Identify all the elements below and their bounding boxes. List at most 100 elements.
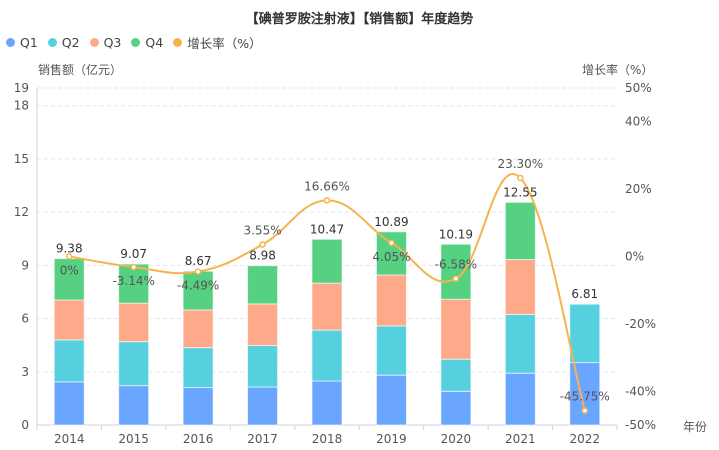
x-tick-label: 2021 (505, 432, 536, 446)
bar-segment-q2 (569, 303, 601, 364)
bar-segment-q3 (53, 299, 85, 341)
bar-segment-q1 (118, 385, 150, 426)
legend-dot-icon (89, 38, 99, 47)
total-label: 8.98 (249, 249, 276, 263)
bar-segment-q1 (569, 362, 601, 426)
growth-label: -4.49% (177, 279, 219, 293)
legend-item-q1[interactable]: Q1 (6, 33, 38, 52)
x-tick-label: 2022 (570, 432, 601, 446)
bar-segment-q3 (440, 298, 472, 360)
bar-segment-q2 (53, 339, 85, 383)
bar-segment-q4 (375, 231, 407, 276)
growth-point (452, 275, 460, 282)
bar-segment-q1 (504, 372, 536, 426)
x-tick-label: 2017 (247, 432, 278, 446)
bar-segment-q2 (504, 313, 536, 374)
bar-segment-q1 (182, 387, 214, 426)
legend-dot-icon (47, 38, 57, 47)
growth-label: 3.55% (243, 224, 281, 238)
y2-axis-title: 增长率（%） (582, 63, 654, 77)
y-tick-label: 9 (21, 258, 29, 272)
growth-label: 16.66% (304, 179, 350, 193)
legend-label: Q2 (61, 35, 80, 50)
y-tick-label: 6 (21, 312, 29, 326)
y2-tick-label: 50% (625, 81, 652, 95)
bar-segment-q3 (311, 282, 343, 331)
bar-segment-q4 (118, 263, 150, 304)
bar-segment-q4 (53, 258, 85, 301)
x-tick-label: 2016 (183, 432, 214, 446)
growth-point (517, 174, 524, 182)
legend-item-q3[interactable]: Q3 (89, 33, 122, 52)
legend-label: Q4 (145, 35, 164, 50)
y-tick-label: 18 (14, 99, 29, 113)
x-tick-label: 2020 (441, 432, 472, 446)
total-label: 10.19 (439, 227, 473, 241)
growth-point (194, 268, 202, 275)
bar-segment-q3 (182, 309, 214, 349)
growth-label: 23.30% (497, 157, 543, 171)
growth-point (65, 253, 73, 260)
y-tick-label: 19 (14, 81, 29, 95)
growth-point (323, 197, 331, 204)
y2-tick-label: 40% (625, 115, 652, 129)
bar-segment-q2 (311, 329, 343, 382)
total-label: 10.89 (374, 215, 408, 229)
bar-segment-q1 (53, 381, 85, 426)
y-tick-label: 15 (14, 152, 29, 166)
growth-point (130, 263, 137, 271)
bar-segment-q1 (375, 374, 407, 426)
y-axis-title: 销售额（亿元） (38, 63, 123, 77)
y2-tick-label: -40% (625, 384, 656, 398)
growth-label: 4.05% (372, 250, 410, 264)
bar-segment-q2 (247, 345, 279, 388)
bar-segment-q4 (504, 201, 536, 261)
bar-segment-q2 (375, 325, 407, 376)
total-label: 9.07 (120, 247, 147, 261)
growth-label: -45.75% (560, 390, 610, 404)
legend-dot-icon (173, 38, 183, 47)
bar-segment-q3 (247, 303, 279, 347)
legend-item-q2[interactable]: Q2 (47, 33, 80, 52)
legend-label: Q1 (20, 35, 38, 50)
growth-point (259, 241, 266, 248)
bar-segment-q1 (440, 390, 472, 426)
legend: Q1 Q2 Q3 Q4 增长率（%） (6, 33, 262, 52)
bar-segment-q3 (375, 274, 407, 327)
legend-label: 增长率（%） (187, 36, 262, 51)
bar-segment-q3 (504, 259, 536, 315)
y2-tick-label: 0% (625, 250, 644, 264)
growth-point (581, 407, 589, 414)
bar-segment-q4 (311, 238, 343, 284)
y-tick-label: 3 (21, 365, 29, 379)
bar-segment-q4 (440, 243, 472, 300)
y2-tick-label: -50% (625, 418, 656, 432)
total-label: 8.67 (185, 254, 212, 268)
legend-dot-icon (131, 38, 141, 47)
total-label: 9.38 (56, 242, 83, 256)
x-tick-label: 2014 (54, 432, 85, 446)
legend-dot-icon (6, 38, 15, 47)
x-tick-label: 2015 (118, 432, 149, 446)
legend-item-growth[interactable]: 增长率（%） (173, 33, 262, 52)
bar-segment-q2 (118, 341, 150, 387)
x-tick-label: 2018 (312, 432, 343, 446)
chart-title: 【碘普罗胺注射液】【销售额】年度趋势 (245, 12, 474, 27)
growth-label: -6.58% (435, 258, 477, 272)
bar-segment-q3 (118, 302, 150, 343)
legend-label: Q3 (103, 35, 122, 50)
y2-tick-label: -20% (625, 317, 656, 331)
bar-segment-q2 (182, 347, 214, 389)
growth-label: 0% (60, 264, 79, 278)
growth-label: -3.14% (112, 274, 154, 288)
bar-segment-q1 (247, 386, 279, 426)
y2-tick-label: 20% (625, 182, 652, 196)
bar-segment-q1 (311, 380, 343, 426)
y-tick-label: 0 (21, 418, 29, 432)
x-axis-title: 年份 (683, 420, 708, 434)
total-label: 10.47 (310, 222, 344, 236)
bar-segment-q4 (247, 265, 279, 305)
legend-item-q4[interactable]: Q4 (131, 33, 163, 52)
total-label: 6.81 (571, 287, 598, 301)
